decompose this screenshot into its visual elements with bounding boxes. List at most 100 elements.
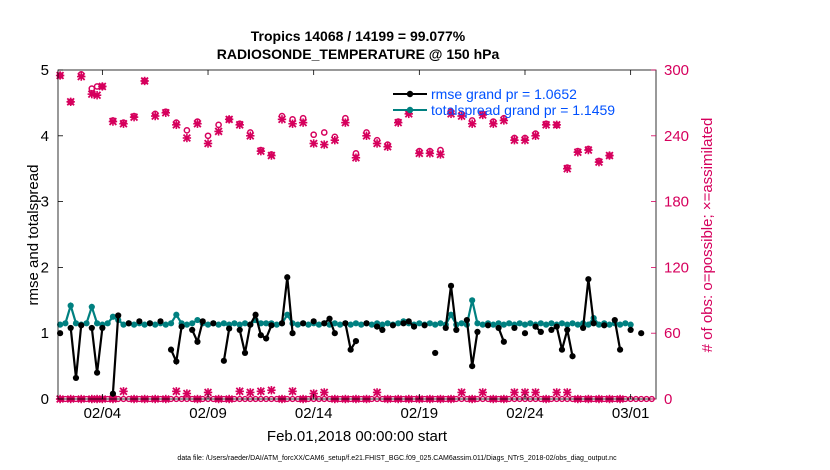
- obs-assimilated-point: [362, 131, 371, 140]
- data-file-footnote: data file: /Users/raeder/DAI/ATM_forcXX/…: [177, 455, 617, 462]
- obs-zero-assimilated-point: [478, 388, 487, 397]
- rmse-point: [500, 338, 507, 345]
- rmse-point: [379, 326, 386, 334]
- rmse-point: [405, 318, 412, 325]
- obs-possible-point: [204, 132, 212, 140]
- obs-possible-point: [320, 129, 328, 136]
- obs-assimilated-point: [277, 115, 287, 124]
- rmse-point: [241, 349, 249, 357]
- rmse-point: [611, 316, 618, 324]
- obs-assimilated-point: [467, 119, 477, 128]
- x-tick-label: 02/14: [295, 405, 333, 422]
- rmse-point: [226, 325, 233, 332]
- rmse-point: [252, 311, 259, 318]
- left-y-tick-label: 1: [41, 325, 49, 342]
- spread-point: [495, 320, 502, 327]
- spread-point: [432, 321, 439, 328]
- spread-point: [384, 320, 391, 327]
- obs-assimilated-point: [309, 139, 318, 148]
- obs-assimilated-point: [182, 133, 192, 143]
- rmse-point: [400, 320, 407, 327]
- spread-point: [474, 320, 481, 327]
- rmse-point: [511, 324, 518, 332]
- left-y-tick-label: 2: [41, 259, 49, 276]
- rmse-point: [590, 320, 597, 327]
- rmse-point: [173, 358, 180, 365]
- rmse-point: [601, 322, 608, 329]
- rmse-point: [310, 318, 317, 325]
- rmse-point: [495, 324, 502, 332]
- rmse-point: [257, 332, 264, 339]
- rmse-point: [463, 316, 470, 324]
- spread-point: [167, 320, 175, 327]
- rmse-point: [564, 326, 571, 334]
- spread-point: [336, 321, 344, 328]
- spread-point: [231, 320, 238, 327]
- left-y-tick-label: 3: [41, 194, 49, 211]
- spread-point: [347, 321, 354, 328]
- rmse-point: [220, 357, 227, 364]
- spread-point: [152, 321, 159, 328]
- spread-point: [521, 321, 529, 328]
- obs-assimilated-point: [573, 148, 583, 157]
- spread-point: [305, 321, 312, 328]
- chart-title-line1: Tropics 14068 / 14199 = 99.077%: [251, 28, 466, 44]
- obs-zero-assimilated-point: [235, 387, 244, 396]
- obs-assimilated-point: [108, 117, 118, 126]
- spread-point: [104, 320, 111, 327]
- rmse-point: [115, 312, 122, 319]
- rmse-point: [347, 346, 354, 353]
- spread-point: [574, 321, 581, 328]
- obs-assimilated-point: [457, 111, 466, 121]
- rmse-point: [125, 320, 132, 327]
- obs-zero-assimilated-point: [563, 388, 572, 397]
- rmse-point: [389, 322, 397, 329]
- spread-point: [506, 320, 513, 327]
- obs-zero-assimilated-point: [320, 388, 329, 397]
- rmse-point: [537, 328, 544, 335]
- rmse-point: [579, 324, 587, 332]
- obs-assimilated-point: [151, 111, 160, 121]
- obs-zero-assimilated-point: [172, 387, 181, 396]
- obs-assimilated-point: [330, 135, 340, 145]
- obs-assimilated-point: [541, 120, 551, 130]
- rmse-point: [410, 323, 418, 330]
- rmse-point: [616, 346, 624, 353]
- left-y-axis-label: rmse and totalspread: [25, 165, 42, 306]
- rmse-point: [189, 326, 196, 334]
- obs-assimilated-point: [235, 120, 244, 130]
- obs-assimilated-point: [552, 120, 561, 130]
- spread-point: [57, 321, 64, 328]
- obs-assimilated-point: [531, 131, 540, 140]
- rmse-point: [331, 330, 338, 337]
- obs-zero-assimilated-point: [182, 389, 192, 398]
- obs-zero-assimilated-point: [267, 386, 276, 395]
- spread-point: [469, 297, 476, 304]
- x-axis-label: Feb.01,2018 00:00:00 start: [267, 428, 448, 445]
- obs-assimilated-point: [351, 153, 361, 162]
- obs-assimilated-point: [510, 135, 519, 145]
- spread-point: [93, 320, 101, 327]
- left-y-tick-label: 4: [41, 128, 49, 145]
- spread-point: [527, 320, 534, 327]
- obs-assimilated-point: [605, 151, 614, 160]
- rmse-point: [236, 326, 243, 334]
- spread-point: [543, 321, 550, 328]
- chart-title-line2: RADIOSONDE_TEMPERATURE @ 150 hPa: [217, 46, 500, 62]
- rmse-point: [363, 320, 370, 327]
- obs-assimilated-point: [77, 72, 86, 81]
- spread-point: [368, 321, 375, 328]
- rmse-point: [469, 363, 476, 370]
- rmse-point: [194, 338, 201, 345]
- right-y-axis-label: # of obs: o=possible; ×=assimilated: [699, 118, 716, 353]
- rmse-point: [199, 318, 206, 325]
- rmse-point: [432, 349, 439, 357]
- spread-point: [83, 320, 90, 327]
- obs-assimilated-point: [214, 127, 223, 136]
- obs-assimilated-point: [193, 119, 202, 128]
- rmse-point: [638, 330, 645, 337]
- obs-assimilated-point: [224, 115, 234, 124]
- obs-assimilated-point: [172, 120, 181, 130]
- rmse-point: [284, 274, 291, 281]
- obs-assimilated-point: [372, 139, 382, 148]
